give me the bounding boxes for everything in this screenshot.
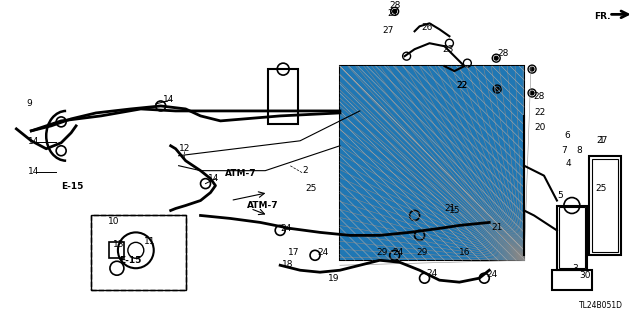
Text: 14: 14 <box>207 174 219 183</box>
Text: 22: 22 <box>456 80 468 90</box>
Text: 25: 25 <box>305 184 316 193</box>
Text: 30: 30 <box>579 271 590 280</box>
Text: 3: 3 <box>572 264 578 273</box>
Bar <box>340 66 524 260</box>
Text: 17: 17 <box>288 248 300 257</box>
Text: E-15: E-15 <box>61 182 84 191</box>
Bar <box>91 215 186 290</box>
Text: 26: 26 <box>422 23 433 32</box>
Bar <box>268 69 298 124</box>
Text: 21: 21 <box>492 223 502 232</box>
Circle shape <box>494 56 498 60</box>
Bar <box>589 156 621 255</box>
Text: 21: 21 <box>444 204 456 213</box>
Text: 24: 24 <box>280 224 291 233</box>
Text: 15: 15 <box>449 206 461 215</box>
Text: 13: 13 <box>113 240 124 249</box>
Text: 24: 24 <box>426 269 438 278</box>
Bar <box>559 207 585 268</box>
Text: 14: 14 <box>28 167 40 176</box>
Text: 28: 28 <box>390 1 401 10</box>
Bar <box>340 66 524 260</box>
Circle shape <box>495 87 499 91</box>
Text: 28: 28 <box>533 93 545 101</box>
Text: 20: 20 <box>534 123 545 132</box>
Bar <box>557 205 587 270</box>
Text: 28: 28 <box>497 49 509 58</box>
Text: 27: 27 <box>383 26 394 35</box>
Text: 4: 4 <box>566 159 572 168</box>
Text: 5: 5 <box>557 191 563 200</box>
Text: 14: 14 <box>28 137 40 146</box>
Text: 16: 16 <box>460 248 471 257</box>
Text: 24: 24 <box>393 248 404 257</box>
Bar <box>91 215 186 290</box>
Bar <box>552 270 592 290</box>
Circle shape <box>393 9 397 13</box>
Text: 24: 24 <box>317 248 328 257</box>
Text: 6: 6 <box>564 131 570 140</box>
Text: ATM-7: ATM-7 <box>225 169 257 178</box>
Text: 23: 23 <box>442 45 454 54</box>
Text: 18: 18 <box>282 260 294 269</box>
Circle shape <box>530 67 534 71</box>
Text: 29: 29 <box>377 248 388 257</box>
Text: 22: 22 <box>534 108 545 117</box>
Text: 27: 27 <box>596 136 608 145</box>
Text: FR.: FR. <box>594 12 611 21</box>
Text: 2: 2 <box>302 166 308 175</box>
Text: 9: 9 <box>26 100 32 108</box>
Text: 1: 1 <box>599 136 605 145</box>
Text: 25: 25 <box>596 184 607 193</box>
Text: ATM-7: ATM-7 <box>247 201 279 210</box>
Bar <box>109 242 124 258</box>
Circle shape <box>530 91 534 95</box>
Text: 8: 8 <box>577 146 582 155</box>
Text: 22: 22 <box>456 80 468 90</box>
Text: 11: 11 <box>144 237 156 246</box>
Text: 24: 24 <box>486 270 497 279</box>
Text: 29: 29 <box>417 248 428 257</box>
Text: 14: 14 <box>163 95 174 105</box>
Bar <box>592 159 618 252</box>
Text: E-15: E-15 <box>119 256 141 265</box>
Text: 27: 27 <box>388 9 399 18</box>
Text: 10: 10 <box>108 217 120 226</box>
Text: 7: 7 <box>561 146 566 155</box>
Text: 19: 19 <box>328 274 339 283</box>
Text: 12: 12 <box>179 144 190 153</box>
Text: TL24B051D: TL24B051D <box>579 300 623 309</box>
